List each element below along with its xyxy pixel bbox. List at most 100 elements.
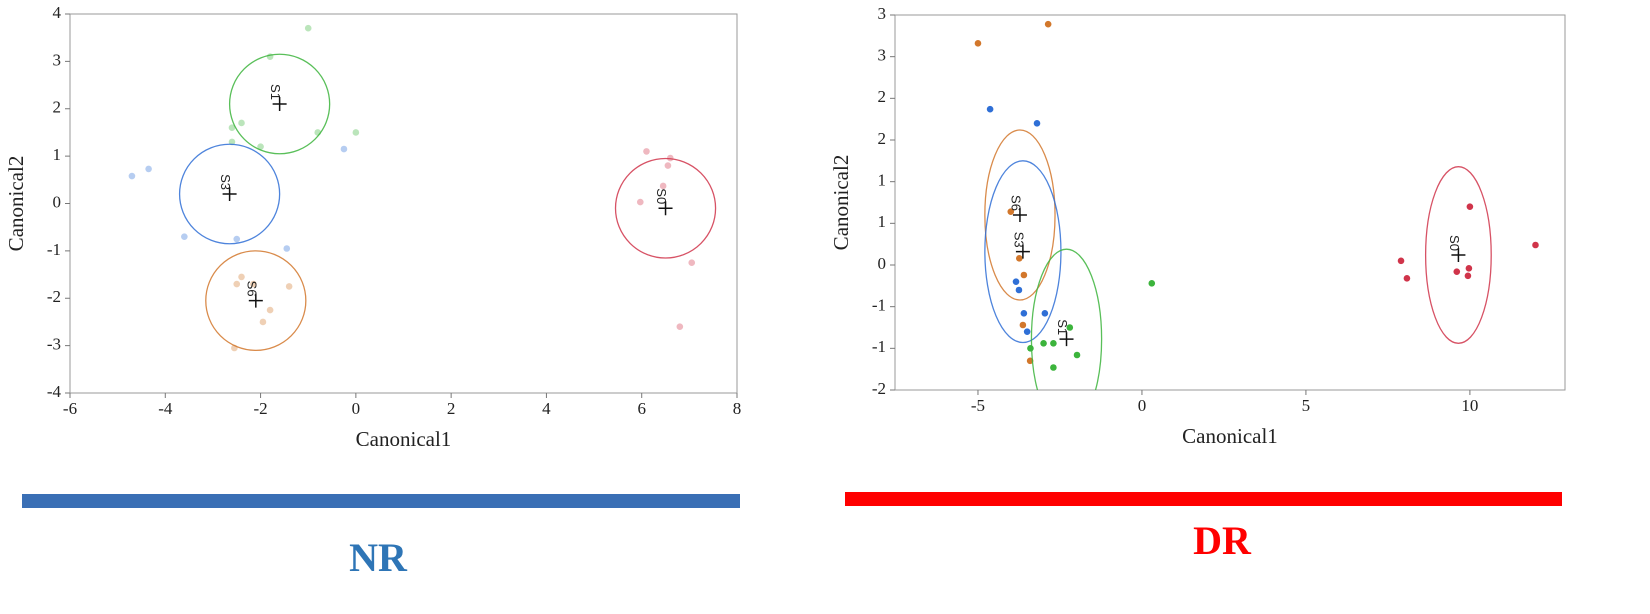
chart: -5 0 5 10 -2 -1 -1 0 1 1 2 2 3 3 Canonical1 Canonical2 S… [829,4,1566,448]
point [1465,265,1473,272]
y-axis-title: Canonical2 [4,156,28,252]
point [659,182,667,190]
x-tick-label: 0 [1138,396,1147,415]
point [228,138,236,146]
point [1044,20,1052,28]
y-tick-label: -2 [47,287,61,306]
point [259,318,267,326]
group-label: S0 [654,188,669,204]
point [1050,340,1057,347]
point [233,235,241,243]
point [1148,280,1156,287]
point [1015,255,1023,262]
point [250,280,257,288]
caption: DR [1193,518,1252,563]
point [643,148,650,155]
caption-bar [845,492,1562,506]
y-tick-label: -3 [47,335,61,354]
group-label: S3 [1011,232,1026,248]
group-label: S0 [1447,235,1462,251]
point [1464,272,1472,280]
point [238,273,245,281]
y-tick-label: -1 [47,240,61,259]
y-tick-label: 2 [878,129,887,148]
point [1466,203,1474,210]
group-label: S6 [1009,195,1024,211]
x-axis-title: Canonical1 [356,427,452,451]
centroid-marker [222,187,237,202]
point [1020,271,1028,279]
confidence-ellipse [1424,166,1492,344]
x-tick-label: 0 [352,399,361,418]
point [1040,340,1047,347]
y-tick-label: -1 [872,337,886,356]
plot-frame [894,14,1566,391]
point [1397,257,1405,265]
point [1015,286,1023,294]
point [238,119,245,127]
point [352,129,360,136]
x-tick-label: -6 [63,399,77,418]
group-label: S1 [268,84,283,100]
point [1027,345,1034,352]
point [688,259,696,267]
y-axis-title: Canonical2 [829,155,853,251]
point [285,283,293,290]
y-tick-label: 1 [878,212,887,231]
y-tick-label: 3 [878,46,887,65]
centroid-marker [1451,248,1466,262]
point [304,24,312,32]
y-tick-label: 4 [53,3,62,22]
point [986,105,994,113]
point [1012,278,1020,285]
confidence-ellipse [984,160,1062,344]
caption-bar [22,494,740,508]
point [1019,321,1027,329]
confidence-ellipse [228,53,331,155]
y-tick-label: 1 [53,145,62,164]
y-tick-label: -4 [47,382,62,401]
group-label: S1 [1055,319,1070,335]
point [128,172,136,180]
caption: NR [349,535,408,580]
plot-frame [69,13,738,394]
point [1041,310,1049,317]
y-tick-label: 3 [878,4,887,23]
y-tick-label: 0 [878,254,887,273]
point [1453,268,1461,275]
point [181,233,188,240]
x-tick-label: -5 [971,396,985,415]
confidence-ellipse [614,157,717,259]
x-tick-label: 8 [733,399,742,418]
x-tick-label: 5 [1302,396,1311,415]
group-label: S3 [218,174,233,190]
point [664,162,672,169]
x-tick-label: 4 [542,399,551,418]
confidence-ellipse [1030,248,1103,390]
centroid-marker [1012,208,1027,222]
y-tick-label: 1 [878,171,887,190]
x-axis-title: Canonical1 [1182,424,1278,448]
point [233,280,241,288]
point [340,145,348,153]
centroid-marker [1059,332,1074,347]
point [1033,120,1041,127]
y-tick-label: 2 [878,87,887,106]
point [1066,324,1074,331]
point [1050,364,1057,371]
point [1073,351,1081,359]
y-tick-label: 3 [53,50,62,69]
centroid-marker [272,97,287,112]
point [1532,241,1539,249]
point [676,323,684,330]
point [266,306,274,314]
point [228,124,236,131]
point [1023,328,1031,335]
point [1403,275,1411,282]
point [1020,310,1028,317]
group-label: S6 [244,281,259,297]
x-tick-label: 2 [447,399,456,418]
confidence-ellipse [984,129,1056,301]
chart: -6 -4 -2 0 2 4 6 8-4-3-2-101234Canonical1Canoni… [4,3,741,451]
